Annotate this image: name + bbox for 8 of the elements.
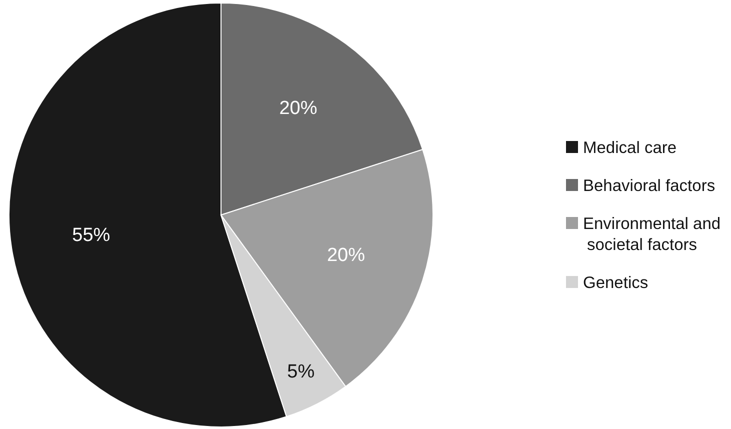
legend-label: Medical care [583,139,677,157]
legend-label: Behavioral factors [583,177,716,195]
legend-label: Genetics [583,274,648,292]
data-label: 20% [326,245,366,266]
legend-label: Environmental and societal factors [583,215,721,254]
data-label: 5% [287,361,315,382]
data-label: 20% [279,98,318,120]
data-label: 55% [72,225,110,246]
